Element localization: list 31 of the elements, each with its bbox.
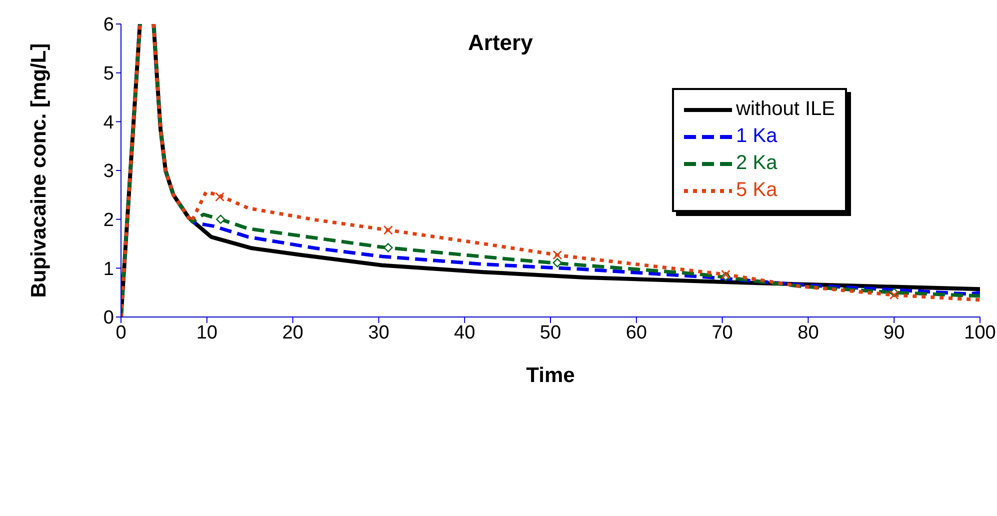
legend-label: 1 Ka [736, 125, 778, 148]
y-tick-label: 1 [103, 258, 114, 280]
x-tick-label: 60 [626, 322, 647, 344]
y-tick-label: 4 [103, 112, 114, 134]
y-tick-label: 6 [103, 14, 114, 36]
legend-label: without ILE [736, 98, 835, 121]
legend-label: 2 Ka [736, 152, 778, 175]
point [889, 290, 899, 300]
point [383, 225, 393, 235]
x-tick-label: 100 [964, 322, 996, 344]
x-tick-label: 80 [798, 322, 819, 344]
x-tick-label: 10 [196, 322, 218, 344]
y-tick-label: 3 [103, 161, 114, 182]
y-axis-title: Bupivacaine conc. [mg/L] [27, 43, 50, 298]
point [384, 243, 393, 252]
chart-title: Artery [468, 30, 533, 56]
point [216, 214, 226, 224]
y-tick-label: 0 [103, 308, 114, 329]
x-tick-label: 30 [368, 322, 390, 344]
x-tick-label: 70 [712, 322, 733, 344]
legend-label: 5 Ka [736, 179, 778, 202]
point [215, 192, 224, 202]
x-tick-label: 20 [282, 322, 304, 344]
x-tick-label: 90 [884, 322, 905, 344]
y-tick-label: 2 [103, 210, 114, 232]
x-tick-label: 50 [540, 322, 562, 344]
x-axis-title: Time [526, 364, 575, 387]
y-tick-label: 5 [103, 64, 114, 85]
point [552, 250, 562, 260]
x-tick-label: 40 [454, 322, 476, 344]
point [552, 258, 562, 268]
